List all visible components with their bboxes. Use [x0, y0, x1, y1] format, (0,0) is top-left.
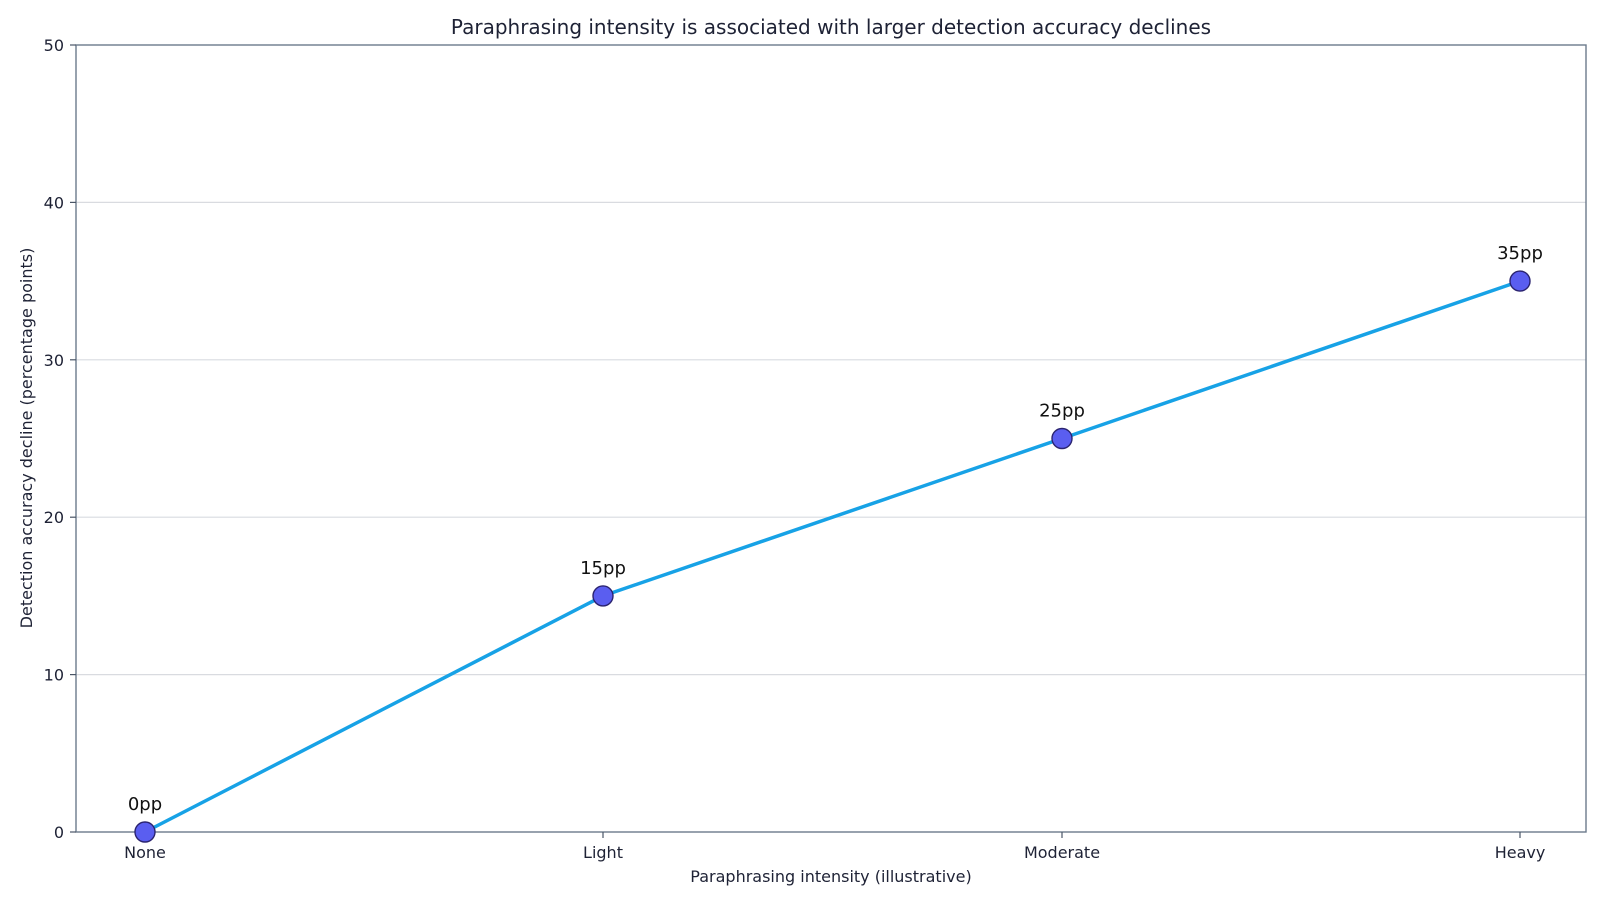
- chart-title: Paraphrasing intensity is associated wit…: [451, 15, 1211, 39]
- y-tick-label: 30: [44, 351, 64, 370]
- plot-frame: [75, 44, 1587, 833]
- data-point: [134, 821, 156, 843]
- data-label: 25pp: [1039, 401, 1085, 422]
- series-line: [143, 279, 1522, 834]
- data-label: 35pp: [1497, 243, 1543, 264]
- y-axis-label: Detection accuracy decline (percentage p…: [17, 248, 36, 629]
- x-tick-label: Light: [583, 843, 623, 862]
- y-tick-label: 0: [54, 823, 64, 842]
- data-label: 15pp: [580, 558, 626, 579]
- y-axis: 0 10 20 30 40 50: [44, 36, 76, 842]
- data-point: [1509, 270, 1531, 292]
- y-tick-label: 10: [44, 666, 64, 685]
- y-tick-label: 20: [44, 508, 64, 527]
- gridlines: [76, 201, 1586, 676]
- data-label: 0pp: [128, 794, 162, 815]
- x-axis-label: Paraphrasing intensity (illustrative): [690, 867, 971, 886]
- x-tick-label: Moderate: [1024, 843, 1100, 862]
- y-tick-label: 40: [44, 193, 64, 212]
- x-tick-label: None: [124, 843, 166, 862]
- x-tick-label: Heavy: [1495, 843, 1546, 862]
- y-tick-label: 50: [44, 36, 64, 55]
- data-point: [1051, 427, 1073, 450]
- data-point: [592, 585, 614, 607]
- x-axis: None Light Moderate Heavy: [124, 832, 1545, 862]
- series-layer: 0pp 15pp 25pp 35pp: [128, 243, 1543, 843]
